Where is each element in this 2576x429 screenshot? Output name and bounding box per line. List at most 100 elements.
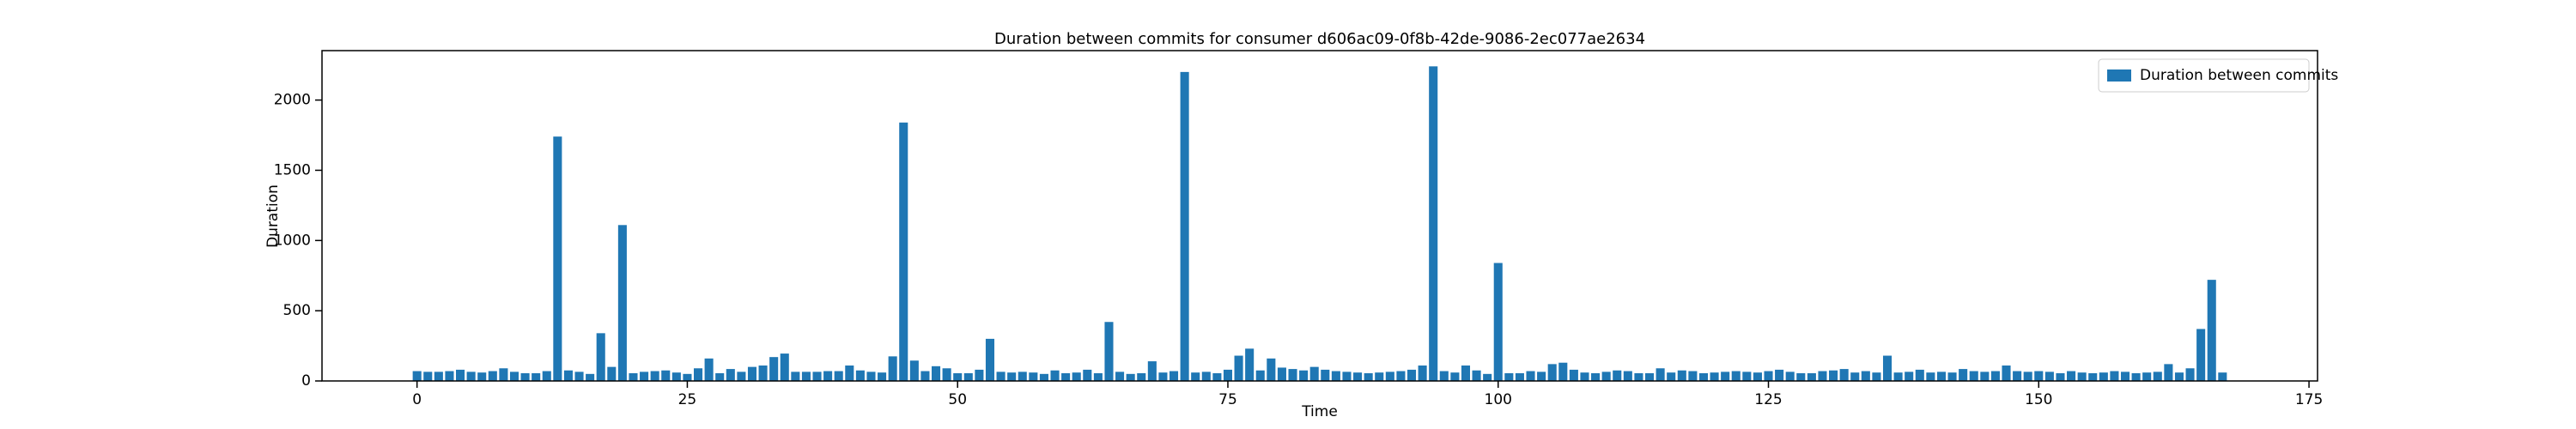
bar (1558, 362, 1568, 381)
bar (1936, 372, 1947, 381)
bar (2099, 372, 2108, 381)
bar (1850, 372, 1860, 381)
bar (845, 365, 854, 381)
bar (2044, 372, 2054, 381)
bar (1990, 371, 2000, 381)
bar (1710, 372, 1719, 381)
x-tick-label: 0 (412, 391, 422, 408)
bar (520, 372, 530, 381)
bar (1580, 372, 1589, 381)
bar (1807, 372, 1816, 381)
bar (1893, 372, 1903, 381)
bar (1515, 372, 1524, 381)
bar (1255, 370, 1265, 381)
bar (942, 368, 951, 381)
bar (2174, 372, 2184, 381)
x-tick-label: 100 (1485, 391, 1512, 408)
y-tick-label: 0 (301, 372, 311, 390)
bar (1191, 372, 1200, 381)
bar (2023, 372, 2032, 381)
bar (640, 372, 649, 381)
bar (1299, 370, 1309, 381)
bar (715, 372, 725, 381)
bar (1353, 372, 1363, 381)
bar (823, 371, 833, 381)
bar (1829, 370, 1838, 381)
bar (996, 372, 1005, 381)
bar (1947, 372, 1957, 381)
bar (683, 373, 692, 381)
bar (1688, 371, 1698, 381)
bar (704, 358, 714, 381)
bar (1677, 370, 1686, 381)
bar (1796, 372, 1806, 381)
bar (650, 371, 659, 381)
bar (553, 136, 562, 381)
bar (834, 371, 843, 381)
bar (1375, 372, 1384, 381)
bar (1861, 371, 1870, 381)
bar (878, 372, 887, 381)
bar (1212, 372, 1222, 381)
bar (747, 366, 757, 381)
bar (1039, 373, 1048, 381)
bar (574, 372, 584, 381)
bar (963, 372, 973, 381)
bar (1623, 371, 1632, 381)
bar (975, 369, 984, 381)
legend-box (2098, 58, 2310, 93)
bar (509, 372, 519, 381)
y-axis-label: Duration (264, 184, 282, 248)
y-tick-label: 1500 (274, 161, 311, 178)
legend-swatch (2107, 69, 2131, 82)
bar (1721, 372, 1730, 381)
bar (423, 372, 433, 381)
bar (899, 122, 908, 382)
x-tick-label: 175 (2295, 391, 2323, 408)
bar (2207, 280, 2216, 381)
bar (671, 372, 681, 381)
bar (2196, 329, 2206, 381)
bar (737, 372, 746, 381)
bar (2013, 371, 2022, 381)
bar (693, 368, 703, 381)
bar (2110, 371, 2119, 381)
bar (1613, 370, 1622, 381)
bar (1115, 372, 1125, 381)
bar (629, 372, 638, 381)
bar (596, 333, 605, 381)
bar (1396, 371, 1406, 381)
bar (1364, 372, 1373, 381)
bar (477, 372, 487, 381)
bar (1288, 369, 1297, 381)
y-tick-label: 500 (283, 302, 311, 319)
bar (586, 373, 595, 381)
bar (1698, 372, 1709, 381)
bar (2164, 364, 2173, 381)
x-tick-label: 75 (1218, 391, 1237, 408)
chart-title: Duration between commits for consumer d6… (994, 30, 1645, 48)
bar (412, 371, 422, 381)
bar (617, 225, 627, 381)
bar (1461, 365, 1471, 381)
bar (1418, 365, 1427, 381)
bar (801, 372, 811, 381)
bar (1050, 370, 1060, 381)
bar (1342, 372, 1352, 381)
bar (455, 369, 465, 381)
bar (1905, 372, 1914, 381)
bar (1439, 371, 1449, 381)
bar (812, 372, 822, 381)
bar (1201, 372, 1211, 381)
y-tick-label: 2000 (274, 92, 311, 109)
y-tick-label: 1000 (274, 232, 311, 249)
bar (434, 372, 443, 381)
bar (909, 360, 919, 381)
bar (1093, 372, 1103, 381)
bar (1483, 373, 1492, 381)
bar (1331, 371, 1340, 381)
bar (931, 366, 941, 381)
bar (1882, 355, 1893, 381)
bar (1072, 372, 1081, 381)
